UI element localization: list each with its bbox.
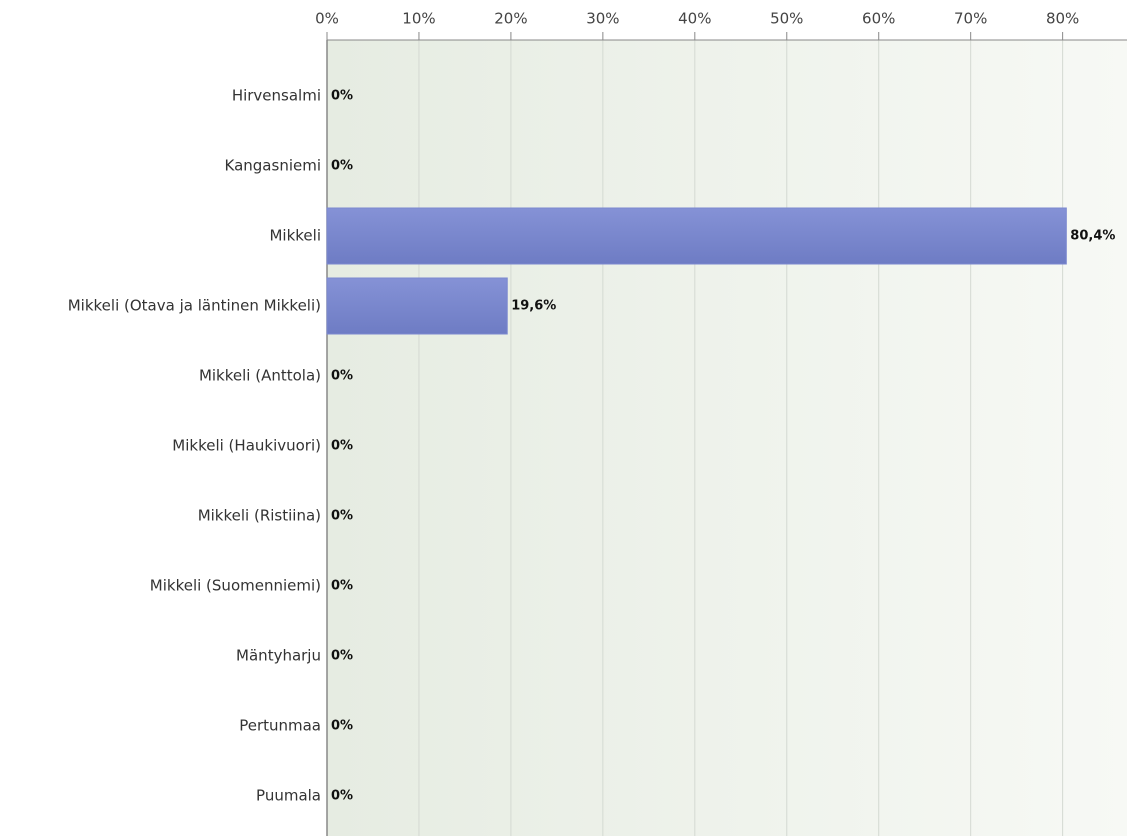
category-label: Mikkeli (Suomenniemi) — [150, 577, 321, 595]
category-label: Mäntyharju — [236, 647, 321, 665]
x-tick-label: 40% — [678, 10, 711, 28]
category-label: Kangasniemi — [225, 157, 321, 175]
category-label: Hirvensalmi — [232, 87, 321, 105]
value-label: 0% — [331, 89, 353, 104]
category-label: Mikkeli (Otava ja läntinen Mikkeli) — [68, 297, 321, 315]
category-label: Mikkeli (Anttola) — [199, 367, 321, 385]
value-label: 0% — [331, 439, 353, 454]
value-label: 0% — [331, 369, 353, 384]
bar — [326, 207, 1067, 265]
value-label: 0% — [331, 789, 353, 804]
bar — [326, 277, 508, 335]
category-label: Mikkeli — [269, 227, 321, 245]
x-tick-label: 60% — [862, 10, 895, 28]
category-label: Puumala — [256, 787, 321, 805]
x-tick-label: 30% — [586, 10, 619, 28]
x-tick-label: 80% — [1046, 10, 1079, 28]
x-tick-label: 50% — [770, 10, 803, 28]
value-label: 0% — [331, 579, 353, 594]
value-label: 0% — [331, 509, 353, 524]
value-label: 0% — [331, 719, 353, 734]
value-label: 19,6% — [511, 299, 556, 314]
category-label: Pertunmaa — [239, 717, 321, 735]
x-tick-label: 70% — [954, 10, 987, 28]
x-tick-label: 20% — [494, 10, 527, 28]
category-label: Mikkeli (Haukivuori) — [172, 437, 321, 455]
value-label: 0% — [331, 649, 353, 664]
x-tick-label: 10% — [402, 10, 435, 28]
x-tick-label: 0% — [315, 10, 339, 28]
value-label: 0% — [331, 159, 353, 174]
plot-background — [327, 40, 1127, 836]
value-label: 80,4% — [1070, 229, 1115, 244]
category-label: Mikkeli (Ristiina) — [198, 507, 321, 525]
